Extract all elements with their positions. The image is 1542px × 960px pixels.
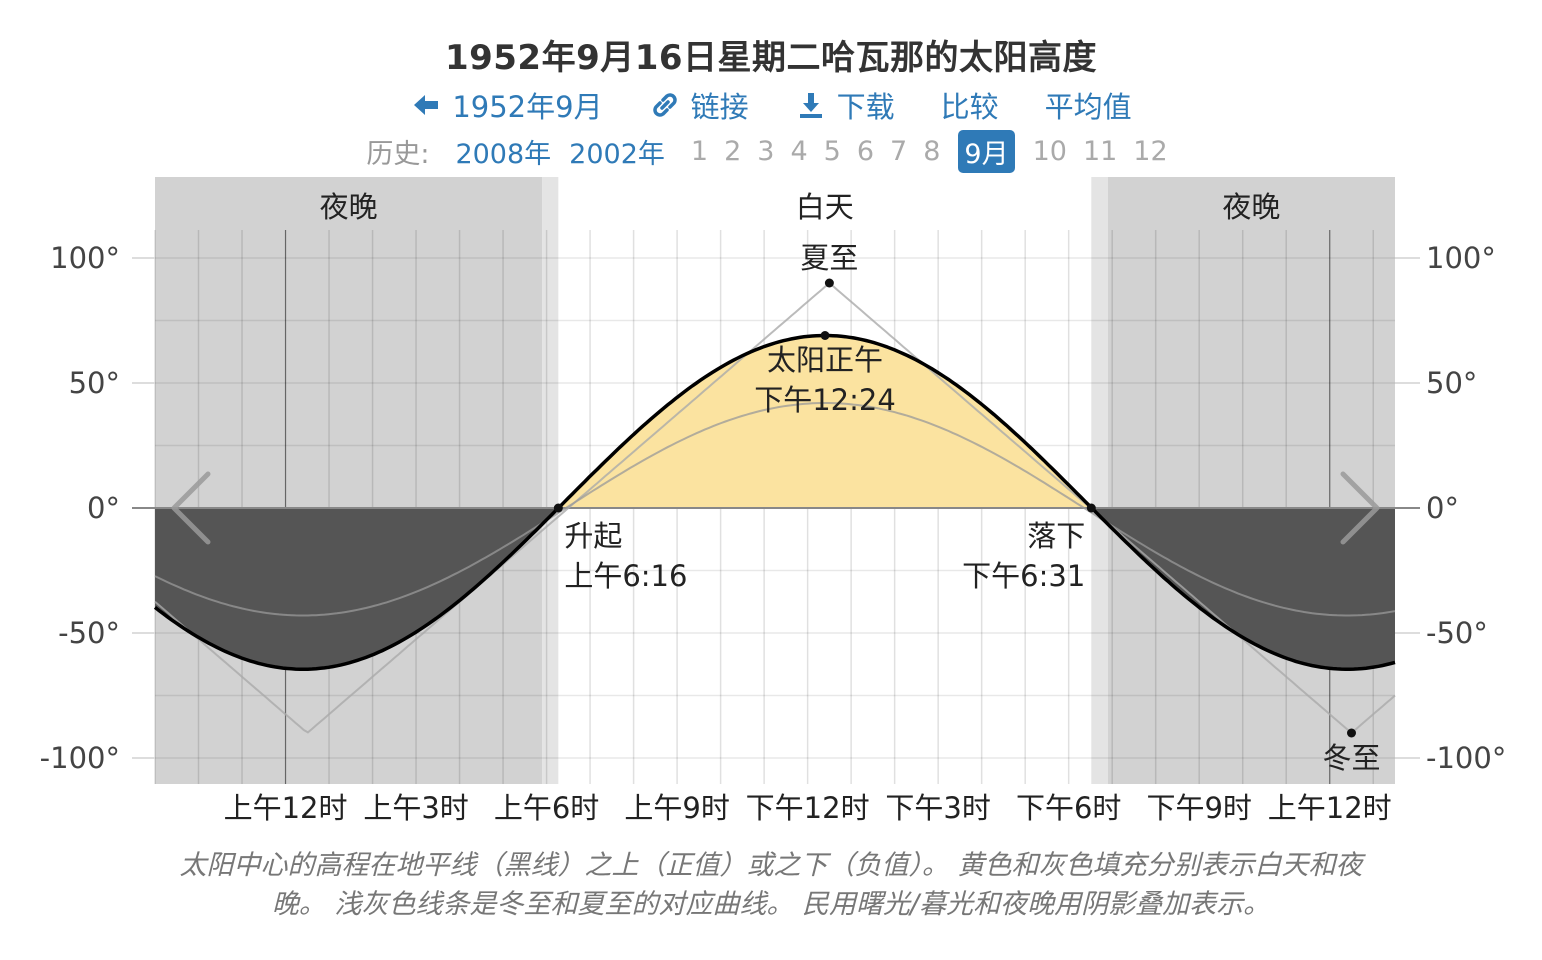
daytime-fill xyxy=(558,335,1092,509)
x-tick-label: 下午3时 xyxy=(885,791,990,825)
nav-bar: 1952年9月 链接 下载 比较 平均值 xyxy=(0,84,1542,126)
month-link-4[interactable]: 4 xyxy=(790,136,808,167)
x-tick-label: 上午6时 xyxy=(494,791,599,825)
twilight-band-morning xyxy=(542,177,559,784)
night-label-right: 夜晚 xyxy=(1222,190,1280,224)
day-label: 白天 xyxy=(796,190,854,224)
y-tick-label-right: 50° xyxy=(1426,366,1477,400)
download-icon xyxy=(799,93,822,118)
x-tick-label: 下午12时 xyxy=(746,791,870,825)
night-label-left: 夜晚 xyxy=(320,190,378,224)
month-link-11[interactable]: 11 xyxy=(1082,136,1118,167)
winter-solstice-marker xyxy=(1346,728,1356,738)
month-link-7[interactable]: 7 xyxy=(890,136,908,167)
sunset-time: 下午6:31 xyxy=(962,559,1085,593)
sunrise-time: 上午6:16 xyxy=(564,559,687,593)
x-tick-label: 上午12时 xyxy=(1268,791,1392,825)
x-tick-label: 下午6时 xyxy=(1016,791,1121,825)
sunset-marker xyxy=(1086,503,1096,513)
y-tick-label-right: -100° xyxy=(1426,741,1506,775)
twilight-band-evening xyxy=(1091,177,1108,784)
month-link-9-active[interactable]: 9月 xyxy=(958,130,1015,173)
solar-noon-time: 下午12:24 xyxy=(754,383,896,417)
back-month-label: 1952年9月 xyxy=(452,90,603,124)
y-tick-label-right: 0° xyxy=(1426,491,1459,525)
night-fill-right xyxy=(1091,507,1395,670)
download-link[interactable]: 下载 xyxy=(795,84,895,126)
sunrise-label: 升起 xyxy=(564,519,622,553)
solar-noon-label: 太阳正午 xyxy=(767,343,883,377)
permalink-link[interactable]: 链接 xyxy=(649,84,749,126)
chart-caption: 太阳中心的高程在地平线（黑线）之上（正值）或之下（负值）。 黄色和灰色填充分别表… xyxy=(0,846,1542,924)
month-link-8[interactable]: 8 xyxy=(923,136,941,167)
y-tick-label-right: 100° xyxy=(1426,241,1496,275)
night-band-left xyxy=(155,177,543,784)
page-title: 1952年9月16日星期二哈瓦那的太阳高度 xyxy=(444,38,1098,78)
average-link[interactable]: 平均值 xyxy=(1045,84,1132,126)
history-label: 历史: xyxy=(366,139,430,170)
month-link-3[interactable]: 3 xyxy=(757,136,775,167)
compare-label: 比较 xyxy=(940,90,999,124)
y-tick-label-left: -100° xyxy=(40,741,120,775)
average-label: 平均值 xyxy=(1044,90,1132,124)
x-tick-label: 上午9时 xyxy=(624,791,729,825)
sunset-label: 落下 xyxy=(1027,519,1085,553)
permalink-label: 链接 xyxy=(690,90,749,124)
x-tick-label: 上午3时 xyxy=(363,791,468,825)
winter-solstice-label: 冬至 xyxy=(1322,741,1380,775)
summer-solstice-curve xyxy=(154,282,1396,734)
history-year-2008[interactable]: 2008年 xyxy=(455,139,552,170)
next-day-chevron-icon[interactable] xyxy=(1340,471,1380,545)
prev-day-chevron-icon[interactable] xyxy=(171,471,211,545)
arrow-left-icon xyxy=(414,95,439,115)
y-tick-label-left: 100° xyxy=(50,241,120,275)
y-tick-label-left: 50° xyxy=(69,366,120,400)
download-label: 下载 xyxy=(836,90,895,124)
month-link-6[interactable]: 6 xyxy=(856,136,875,167)
month-link-1[interactable]: 1 xyxy=(690,136,709,167)
x-tick-label: 下午9时 xyxy=(1146,791,1251,825)
summer-solstice-marker xyxy=(824,278,834,288)
sun-altitude-curve xyxy=(153,333,1396,671)
history-year-2002[interactable]: 2002年 xyxy=(569,139,665,170)
winter-solstice-curve xyxy=(154,402,1396,617)
y-tick-label-left: 0° xyxy=(87,491,120,525)
history-bar: 历史: 2008年 2002年 1 2 3 4 5 6 7 8 9月 10 11… xyxy=(0,130,1542,173)
caption-line-2: 晚。 浅灰色线条是冬至和夏至的对应曲线。 民用曙光/暮光和夜晚用阴影叠加表示。 xyxy=(271,889,1271,920)
compare-link[interactable]: 比较 xyxy=(941,84,999,126)
x-tick-label: 上午12时 xyxy=(224,791,348,825)
month-link-5[interactable]: 5 xyxy=(823,136,841,167)
summer-solstice-label: 夏至 xyxy=(800,241,858,275)
back-month-link[interactable]: 1952年9月 xyxy=(410,84,603,126)
month-link-12[interactable]: 12 xyxy=(1133,136,1168,167)
y-tick-label-right: -50° xyxy=(1426,616,1488,650)
solar-noon-marker xyxy=(820,331,830,340)
month-link-10[interactable]: 10 xyxy=(1032,136,1067,167)
caption-line-1: 太阳中心的高程在地平线（黑线）之上（正值）或之下（负值）。 黄色和灰色填充分别表… xyxy=(179,850,1363,881)
sunrise-marker xyxy=(553,503,563,513)
link-icon xyxy=(652,93,677,117)
month-link-2[interactable]: 2 xyxy=(724,136,742,167)
y-tick-label-left: -50° xyxy=(58,616,120,650)
night-fill-left xyxy=(155,508,559,670)
